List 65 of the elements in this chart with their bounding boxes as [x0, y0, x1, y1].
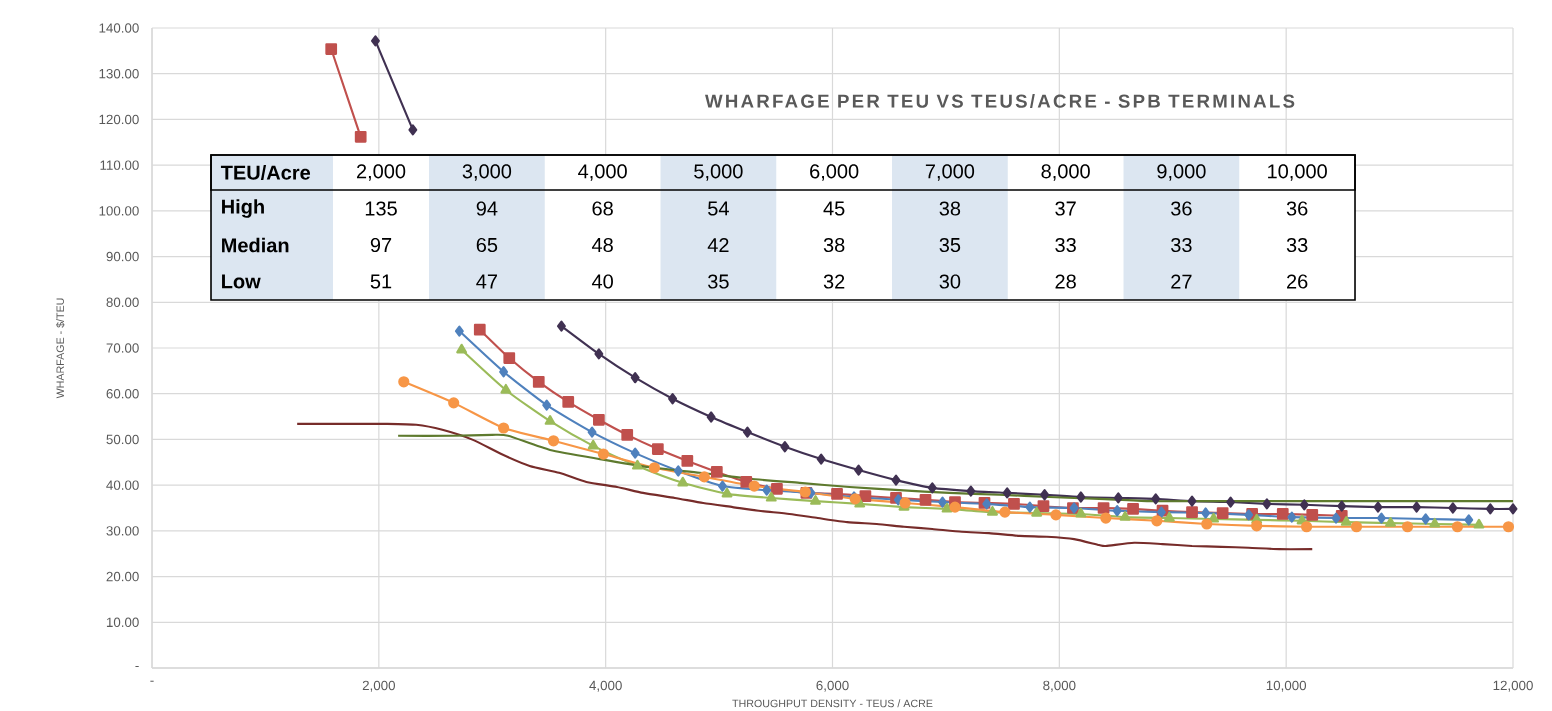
- y-tick-label: 20.00: [106, 571, 139, 582]
- annotation: 3,000: [462, 164, 512, 181]
- y-tick-label: 30.00: [106, 526, 139, 536]
- annotation: 35: [939, 237, 961, 253]
- annotation: 4,000: [578, 164, 627, 181]
- annotation: 42: [707, 238, 729, 252]
- y-tick-label: 80.00: [106, 297, 139, 307]
- annotation: 7,000: [925, 164, 975, 181]
- x-axis-title: THROUGHPUT DENSITY - TEUS / ACRE: [732, 699, 933, 708]
- x-tick-label: -: [150, 680, 154, 682]
- annotation: 5,000: [694, 164, 743, 181]
- annotation: 10,000: [1268, 164, 1327, 181]
- annotation: 37: [1055, 201, 1076, 216]
- annotation: 2,000: [356, 164, 406, 181]
- annotation: 28: [1055, 274, 1076, 289]
- annotation: 68: [592, 201, 613, 216]
- y-tick-label: 120.00: [99, 114, 139, 125]
- annotation: 54: [708, 201, 729, 216]
- annotation: 35: [708, 274, 729, 289]
- x-tick-label: 6,000: [816, 680, 849, 692]
- annotation: 33: [1055, 237, 1076, 253]
- y-tick-label: 90.00: [106, 251, 139, 262]
- annotation: 94: [476, 201, 498, 216]
- y-tick-label: 110.00: [100, 160, 139, 170]
- y-tick-label: 130.00: [99, 68, 139, 79]
- annotation: 32: [823, 274, 845, 289]
- y-tick-label: 60.00: [106, 389, 139, 399]
- y-tick-label: 70.00: [106, 343, 139, 353]
- x-tick-label: 2,000: [362, 680, 395, 692]
- annotation: 97: [370, 237, 392, 253]
- annotation: 38: [939, 201, 961, 216]
- annotation: 45: [823, 201, 845, 216]
- y-tick-label: 10.00: [106, 617, 139, 627]
- y-tick-label: -: [135, 665, 139, 667]
- annotation: 51: [370, 274, 392, 289]
- annotation: 26: [1287, 274, 1308, 289]
- annotation: 48: [591, 237, 613, 253]
- y-tick-label: 50.00: [106, 434, 139, 445]
- x-tick-label: 12,000: [1493, 680, 1533, 692]
- y-tick-label: 40.00: [106, 480, 139, 490]
- annotation: 6,000: [810, 164, 859, 181]
- x-tick-label: 10,000: [1266, 680, 1307, 692]
- annotation: 33: [1286, 237, 1308, 253]
- annotation: 9,000: [1157, 164, 1206, 181]
- x-tick-label: 4,000: [589, 680, 622, 692]
- annotation: 47: [476, 274, 497, 289]
- annotation: 65: [476, 237, 498, 253]
- y-tick-label: 140.00: [99, 23, 139, 33]
- annotation: 40: [591, 274, 613, 289]
- annotation: High: [222, 199, 264, 218]
- annotation: 33: [1171, 237, 1192, 253]
- annotation: 8,000: [1041, 164, 1090, 181]
- annotation: 135: [365, 201, 397, 216]
- y-axis-title: WHARFAGE - $/TEU: [55, 298, 65, 399]
- annotation: TEU/Acre: [220, 165, 311, 180]
- annotation: Median: [222, 237, 289, 253]
- text: WHARFAGE PER TEU VS TEUS/ACRE - SPB TERMINALS: [705, 94, 1295, 108]
- annotation: 36: [1286, 201, 1308, 216]
- annotation: 27: [1171, 274, 1192, 289]
- annotation: 38: [823, 237, 845, 253]
- annotation: 36: [1171, 201, 1192, 216]
- annotation: 30: [939, 274, 961, 289]
- y-tick-label: 100.00: [99, 206, 139, 216]
- x-tick-label: 8,000: [1043, 680, 1076, 692]
- annotation: Low: [222, 274, 261, 289]
